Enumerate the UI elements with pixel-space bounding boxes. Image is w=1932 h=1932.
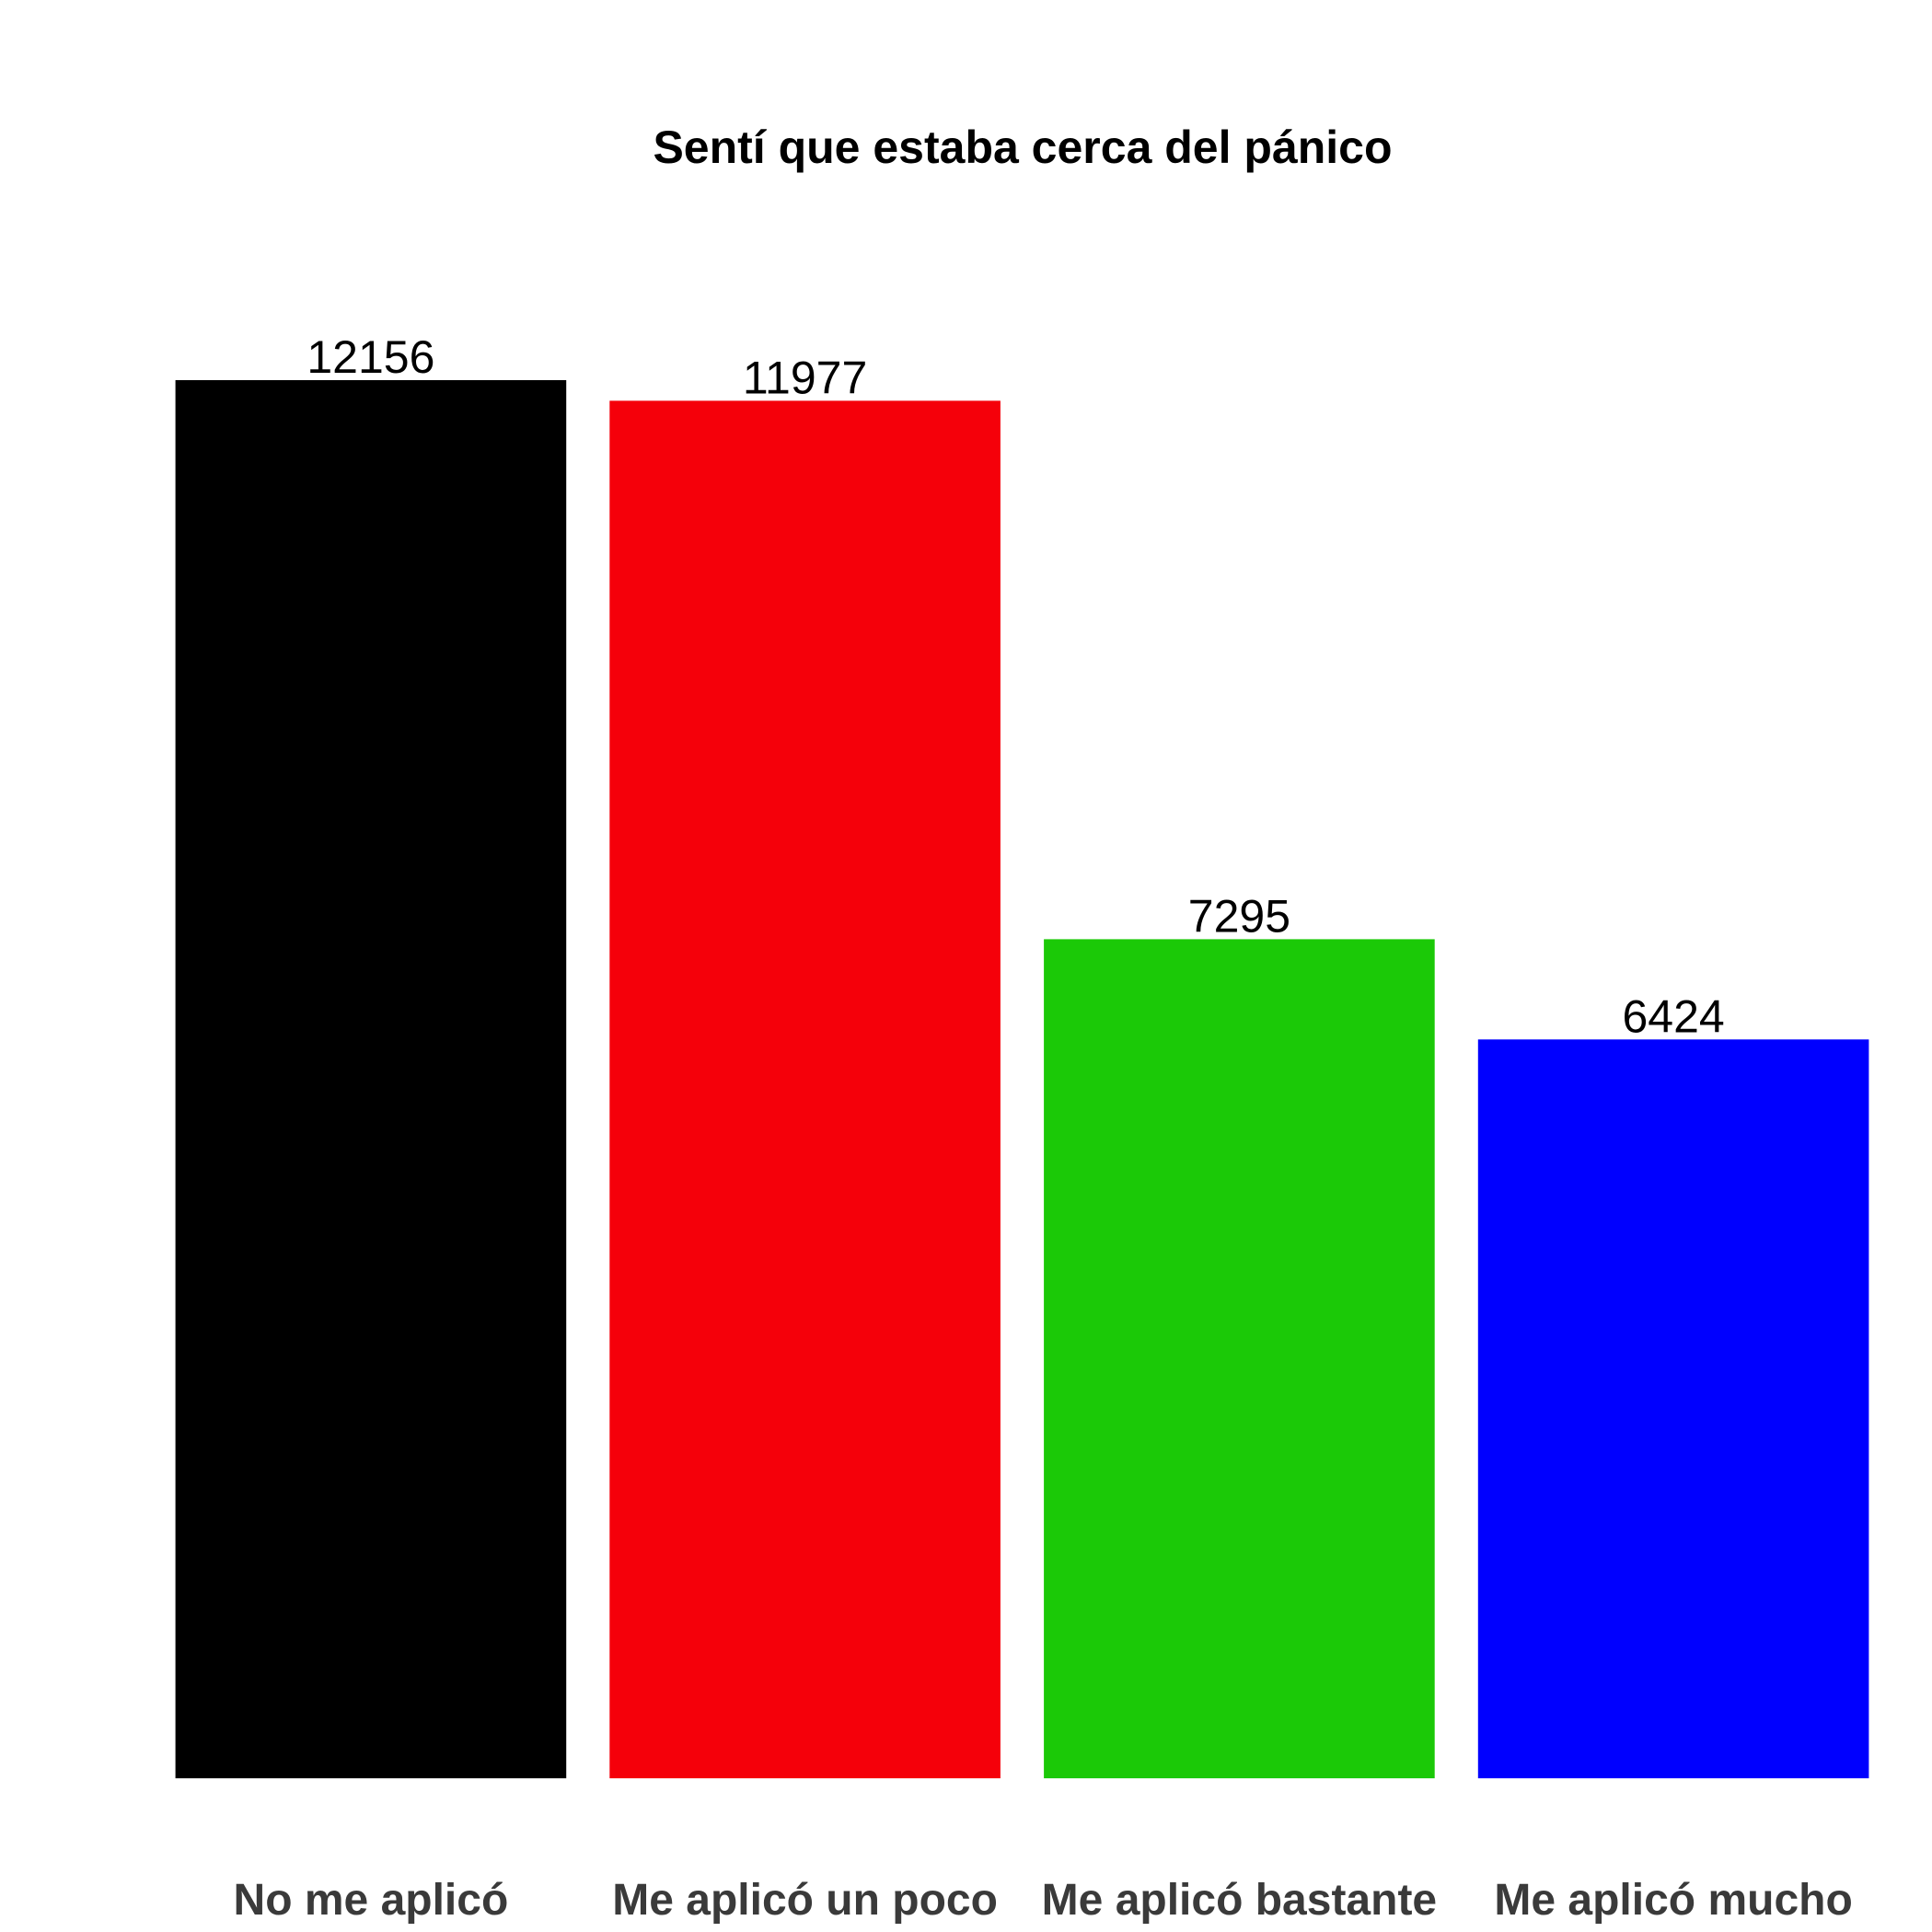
bar xyxy=(175,380,567,1778)
x-tick-label: Me aplicó bastante xyxy=(1042,1876,1437,1925)
bar-value-label: 6424 xyxy=(1622,990,1724,1042)
bar xyxy=(1044,939,1435,1778)
bar-value-label: 12156 xyxy=(307,331,434,383)
bar-value-label: 11977 xyxy=(743,352,867,403)
bars-layer xyxy=(175,380,1869,1778)
x-tick-label: No me aplicó xyxy=(234,1876,509,1925)
bar-value-label: 7295 xyxy=(1188,890,1290,942)
x-tick-label: Me aplicó un poco xyxy=(612,1876,998,1925)
chart-title: Sentí que estaba cerca del pánico xyxy=(653,121,1392,173)
x-tick-label: Me aplicó mucho xyxy=(1494,1876,1852,1925)
value-labels-layer: 12156 11977 7295 6424 xyxy=(307,331,1724,1042)
bar xyxy=(1477,1039,1869,1778)
x-axis-tick-labels: No me aplicó Me aplicó un poco Me aplicó b… xyxy=(234,1876,1853,1925)
bar xyxy=(609,400,1001,1778)
